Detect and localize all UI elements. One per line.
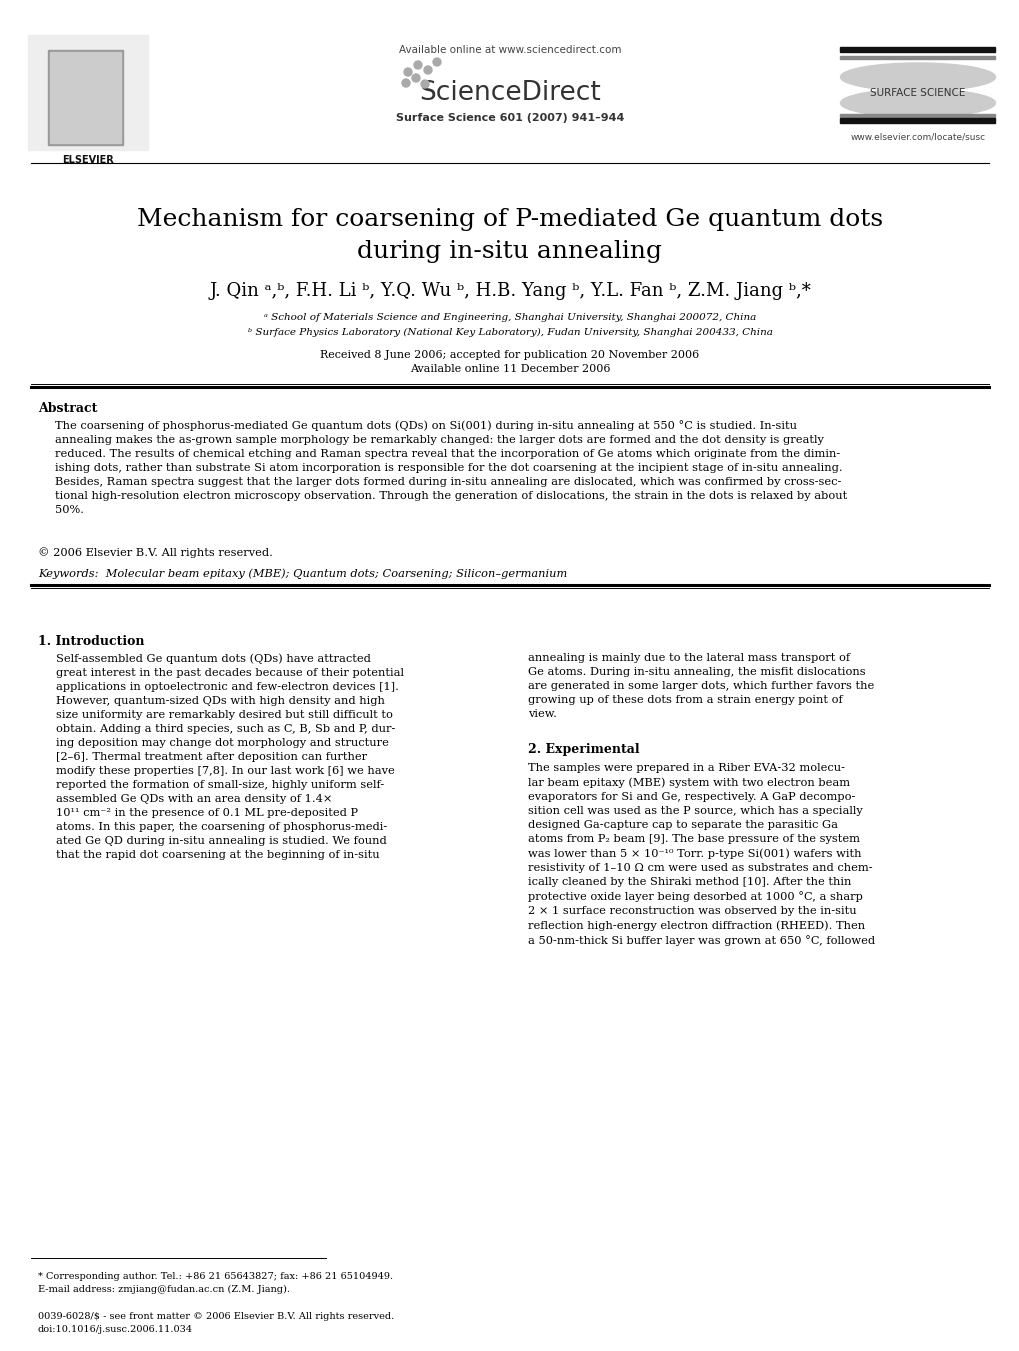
Text: Available online 11 December 2006: Available online 11 December 2006: [410, 363, 609, 374]
Text: ELSEVIER: ELSEVIER: [62, 155, 114, 165]
Text: Received 8 June 2006; accepted for publication 20 November 2006: Received 8 June 2006; accepted for publi…: [320, 350, 699, 359]
Circle shape: [433, 58, 440, 66]
Circle shape: [414, 61, 422, 69]
Text: ᵃ School of Materials Science and Engineering, Shanghai University, Shanghai 200: ᵃ School of Materials Science and Engine…: [264, 313, 755, 322]
Text: SURFACE SCIENCE: SURFACE SCIENCE: [869, 88, 965, 99]
Text: 0039-6028/$ - see front matter © 2006 Elsevier B.V. All rights reserved.
doi:10.: 0039-6028/$ - see front matter © 2006 El…: [38, 1312, 394, 1333]
Bar: [840, 55, 994, 59]
Text: annealing is mainly due to the lateral mass transport of
Ge atoms. During in-sit: annealing is mainly due to the lateral m…: [528, 653, 873, 719]
Ellipse shape: [840, 89, 995, 118]
Text: ScienceDirect: ScienceDirect: [419, 80, 600, 105]
Ellipse shape: [840, 63, 995, 91]
Text: Mechanism for coarsening of P-mediated Ge quantum dots
during in-situ annealing: Mechanism for coarsening of P-mediated G…: [137, 208, 882, 263]
Text: The samples were prepared in a Riber EVA-32 molecu-
lar beam epitaxy (MBE) syste: The samples were prepared in a Riber EVA…: [528, 763, 874, 946]
Circle shape: [401, 78, 410, 86]
Text: Abstract: Abstract: [38, 403, 97, 415]
Bar: [840, 113, 994, 118]
Bar: [840, 47, 994, 51]
Bar: [50, 51, 121, 143]
Text: Surface Science 601 (2007) 941–944: Surface Science 601 (2007) 941–944: [395, 113, 624, 123]
Circle shape: [412, 74, 420, 82]
Text: Self-assembled Ge quantum dots (QDs) have attracted
great interest in the past d: Self-assembled Ge quantum dots (QDs) hav…: [56, 653, 404, 859]
Text: 1. Introduction: 1. Introduction: [38, 635, 145, 648]
Circle shape: [404, 68, 412, 76]
Text: © 2006 Elsevier B.V. All rights reserved.: © 2006 Elsevier B.V. All rights reserved…: [38, 547, 273, 558]
Text: Keywords:  Molecular beam epitaxy (MBE); Quantum dots; Coarsening; Silicon–germa: Keywords: Molecular beam epitaxy (MBE); …: [38, 567, 567, 578]
Bar: [840, 118, 994, 123]
Circle shape: [424, 66, 432, 74]
Bar: [48, 50, 123, 145]
Text: www.elsevier.com/locate/susc: www.elsevier.com/locate/susc: [850, 132, 984, 141]
Text: 2. Experimental: 2. Experimental: [528, 743, 639, 757]
Circle shape: [421, 80, 429, 88]
Text: J. Qin ᵃ,ᵇ, F.H. Li ᵇ, Y.Q. Wu ᵇ, H.B. Yang ᵇ, Y.L. Fan ᵇ, Z.M. Jiang ᵇ,*: J. Qin ᵃ,ᵇ, F.H. Li ᵇ, Y.Q. Wu ᵇ, H.B. Y…: [209, 282, 810, 300]
Bar: [28, 35, 148, 150]
Text: Available online at www.sciencedirect.com: Available online at www.sciencedirect.co…: [398, 45, 621, 55]
Text: The coarsening of phosphorus-mediated Ge quantum dots (QDs) on Si(001) during in: The coarsening of phosphorus-mediated Ge…: [55, 420, 847, 515]
Text: ᵇ Surface Physics Laboratory (National Key Laboratory), Fudan University, Shangh: ᵇ Surface Physics Laboratory (National K…: [248, 328, 771, 338]
Text: * Corresponding author. Tel.: +86 21 65643827; fax: +86 21 65104949.
E-mail addr: * Corresponding author. Tel.: +86 21 656…: [38, 1273, 392, 1294]
